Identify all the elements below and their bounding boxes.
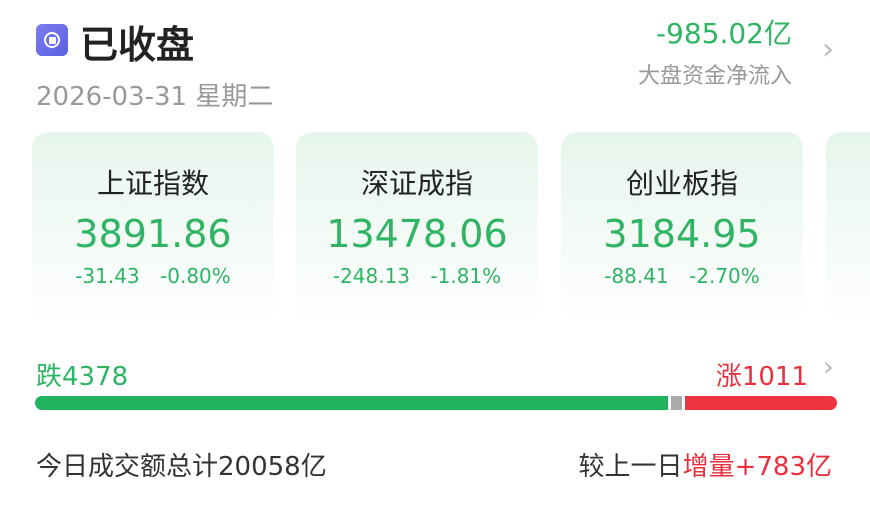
index-change: -31.43 xyxy=(75,264,140,288)
index-change: -248.13 xyxy=(332,264,411,288)
index-value: 3184.95 xyxy=(603,212,761,256)
index-card-cy[interactable]: 创业板指 3184.95 -88.41 -2.70% xyxy=(561,132,803,325)
chevron-right-icon[interactable]: › xyxy=(822,350,834,383)
rise-count[interactable]: 涨1011 xyxy=(715,362,808,392)
index-value: 13478.06 xyxy=(326,212,508,256)
index-pct: -0.80% xyxy=(160,264,231,288)
net-flow-value[interactable]: -985.02亿 xyxy=(655,17,792,50)
index-pct: -1.81% xyxy=(430,264,502,288)
flat-bar xyxy=(670,396,682,410)
index-pct: -2.70% xyxy=(689,264,760,288)
net-flow-label[interactable]: 大盘资金净流入 xyxy=(637,64,792,89)
index-card-sz[interactable]: 深证成指 13478.06 -248.13 -1.81% xyxy=(296,132,538,325)
index-name: 创业板指 xyxy=(625,167,738,200)
closed-status-icon xyxy=(36,24,68,56)
chevron-right-icon[interactable]: › xyxy=(822,32,834,67)
index-change: -88.41 xyxy=(604,264,669,288)
index-card-partial[interactable] xyxy=(826,132,870,325)
index-card-sh[interactable]: 上证指数 3891.86 -31.43 -0.80% xyxy=(32,132,274,325)
fall-count: 跌4378 xyxy=(36,362,129,392)
index-value: 3891.86 xyxy=(74,212,232,256)
index-name: 上证指数 xyxy=(96,167,209,200)
market-status: 已收盘 xyxy=(80,23,195,67)
volume-compare: 较上一日增量+783亿 xyxy=(578,452,832,482)
fall-bar xyxy=(35,396,668,410)
index-name: 深证成指 xyxy=(360,167,473,200)
rise-bar xyxy=(684,396,837,410)
date-label: 2026-03-31 星期二 xyxy=(36,82,274,112)
total-volume: 今日成交额总计20058亿 xyxy=(36,452,327,482)
